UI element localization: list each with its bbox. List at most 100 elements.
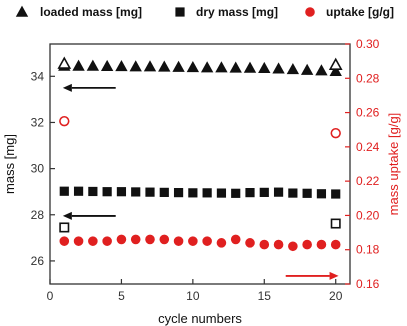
y2-tick-label: 0.20 [356,208,380,222]
plot-frame [49,43,351,285]
data-point [186,60,200,73]
data-point [129,60,142,72]
y2-axis-title: mass uptake [g/g] [386,113,401,216]
data-point [59,236,70,246]
x-tick-label: 10 [186,289,200,303]
data-point [102,187,112,197]
y-tick-label: 28 [31,208,45,222]
data-point [130,234,141,245]
y2-tick-label: 0.26 [356,106,380,120]
data-point [245,188,255,198]
data-point [288,188,298,198]
data-point [273,239,284,250]
legend-marker [15,5,29,17]
data-point [288,241,298,252]
data-point [216,188,227,198]
legend-marker [305,7,315,17]
outlier-point [330,127,341,139]
data-point [173,188,184,198]
data-point [100,59,114,71]
data-point [300,63,314,75]
data-point [329,64,342,77]
y-tick-label: 26 [31,254,45,268]
outlier-point [57,56,72,69]
legend-marker [175,7,185,17]
arrow-head [329,271,339,280]
data-point [243,61,257,73]
data-point [116,234,127,245]
data-point [145,234,155,245]
arrows [62,83,339,280]
data-point [215,61,228,73]
legend: loaded mass [mg] dry mass [mg] uptake [g/g… [15,5,394,19]
data-point [188,236,198,246]
x-tick-label: 20 [329,289,343,303]
outlier-point [59,222,70,233]
data-point [73,236,84,246]
outlier-point [59,115,70,127]
data-point [315,64,328,76]
data-point [172,60,185,72]
arrow-head [62,83,72,92]
data-point [302,239,312,250]
axis-ticks: 0 5 10 15 20 26 28 30 32 34 0.16 0.18 0.20 0.22 0.24 0.… [31,37,380,303]
data-point [272,62,285,74]
outlier-point [328,57,343,70]
y2-tick-label: 0.18 [356,243,380,257]
data-point [316,239,327,250]
data-point [159,187,169,197]
data-point [259,239,270,250]
data-point [158,60,171,72]
data-point [173,236,184,246]
data-point [88,186,98,197]
data-point [159,234,170,245]
y2-tick-label: 0.28 [356,71,380,85]
y-tick-label: 30 [31,162,45,176]
data-point [229,61,242,73]
data-point [188,188,198,198]
legend-label: uptake [g/g] [326,5,394,19]
data-point [286,63,300,75]
data-point [216,238,227,248]
data-point [131,187,141,197]
data-point [331,189,341,199]
data-point [116,187,127,197]
data-marks [57,56,343,252]
data-point [202,236,212,246]
data-point [143,60,157,72]
data-point [72,59,85,71]
data-point [200,61,214,73]
y2-tick-label: 0.22 [356,174,380,188]
data-point [145,187,155,197]
legend-label: dry mass [mg] [196,5,278,19]
data-point [316,189,327,199]
data-point [258,61,271,74]
data-point [59,186,69,196]
y2-tick-label: 0.24 [356,140,380,154]
data-point [259,187,269,197]
data-point [330,239,341,250]
data-point [102,236,112,246]
outlier-point [330,218,341,229]
data-point [73,186,84,196]
data-point [115,60,128,72]
y2-tick-label: 0.16 [356,277,380,291]
x-axis-title: cycle numbers [158,311,242,326]
legend-label: loaded mass [mg] [40,5,142,19]
data-point [245,238,255,248]
x-tick-label: 15 [258,289,272,303]
y-tick-label: 32 [31,115,45,129]
x-tick-label: 0 [47,289,54,303]
y-axis-title: mass [mg] [2,134,17,194]
data-point [230,234,241,245]
data-point [302,188,312,198]
arrow-head [62,211,72,220]
y2-tick-label: 0.30 [356,37,380,51]
y-tick-label: 34 [31,69,45,83]
data-point [202,188,212,198]
x-tick-label: 5 [118,289,125,303]
data-point [86,59,100,71]
data-point [88,236,98,246]
data-point [273,187,284,197]
